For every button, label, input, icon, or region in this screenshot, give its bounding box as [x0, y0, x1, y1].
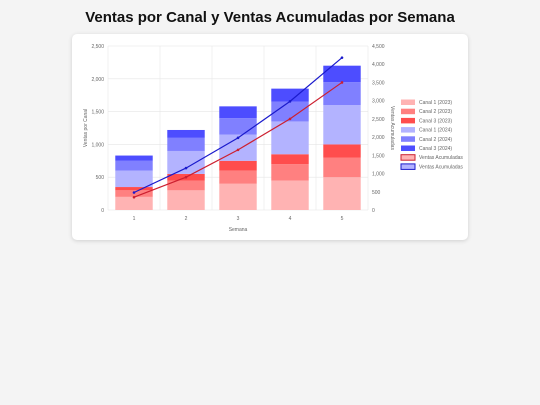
x-tick-label: 4: [289, 216, 292, 222]
y2-tick-label: 1,000: [372, 172, 385, 178]
bar-segment: [115, 155, 153, 161]
cumulative-point: [132, 191, 136, 194]
bar-segment: [323, 157, 361, 178]
legend-swatch: [401, 117, 415, 124]
legend-label: Canal 2 (2023): [419, 109, 452, 115]
y-axis-label: Ventas por Canal: [83, 109, 89, 147]
y2-tick-label: 2,000: [372, 135, 385, 141]
legend-swatch: [401, 145, 415, 151]
bar-segment: [219, 118, 257, 135]
bar-segment: [219, 106, 257, 119]
bar-segment: [219, 170, 257, 184]
bar-segment: [271, 164, 309, 181]
bar-segment: [219, 183, 257, 210]
x-tick-label: 2: [185, 216, 188, 222]
legend-label: Ventas Acumuladas: [419, 164, 463, 170]
bar-segment: [323, 65, 361, 83]
cumulative-point: [288, 100, 292, 103]
y-tick-label: 2,500: [91, 44, 104, 50]
bar-segment: [219, 160, 257, 171]
y2-tick-label: 4,000: [372, 62, 385, 68]
cumulative-point: [236, 148, 240, 152]
x-axis-label: Semana: [229, 227, 248, 233]
y2-tick-label: 4,500: [372, 44, 385, 50]
bar-segment: [167, 180, 205, 191]
cumulative-point: [184, 175, 188, 179]
bar-segment: [167, 137, 205, 151]
bar-segment: [323, 144, 361, 158]
legend-swatch: [401, 136, 415, 142]
y2-tick-label: 3,000: [372, 99, 385, 105]
legend-label: Canal 3 (2024): [419, 146, 452, 152]
bar-segment: [167, 150, 205, 174]
legend-swatch: [401, 127, 415, 133]
y-tick-label: 2,000: [91, 77, 104, 83]
y2-tick-label: 2,500: [372, 117, 385, 123]
bar-segment: [115, 170, 153, 188]
x-tick-label: 3: [237, 216, 240, 222]
cumulative-point: [184, 166, 188, 170]
y-tick-label: 1,500: [91, 110, 104, 116]
chart-svg: 0 500 1,000 1,500 2,000 2,500 0 500 1,000 1,500 2,…: [83, 44, 463, 233]
bar-segment: [115, 196, 153, 210]
x-tick-label: 1: [133, 216, 136, 222]
bar-segment: [115, 187, 153, 191]
bar-segment: [167, 190, 205, 210]
x-tick-label: 5: [341, 216, 344, 222]
y2-axis-label: Ventas Acumuladas: [389, 106, 395, 150]
bar-segment: [271, 101, 309, 122]
cumulative-point: [340, 56, 344, 59]
legend-swatch: [400, 154, 416, 161]
legend-label: Ventas Acumuladas: [419, 155, 463, 161]
legend-label: Canal 1 (2024): [419, 128, 452, 134]
legend-swatch: [400, 163, 416, 170]
legend-label: Canal 3 (2023): [419, 118, 452, 124]
bar-segment: [167, 129, 205, 138]
cumulative-point: [340, 81, 344, 84]
legend-label: Canal 2 (2024): [419, 137, 452, 143]
legend-label: Canal 1 (2023): [419, 100, 452, 106]
y2-tick-label: 3,500: [372, 80, 385, 86]
bar-segment: [271, 180, 309, 210]
chart-card: 0 500 1,000 1,500 2,000 2,500 0 500 1,000 1,500 2,…: [72, 34, 468, 240]
y-tick-label: 0: [101, 208, 104, 214]
bar-segment: [271, 88, 309, 102]
bar-segment: [323, 82, 361, 106]
bar-segment: [323, 105, 361, 145]
bar-segment: [323, 177, 361, 210]
y-tick-label: 500: [96, 175, 105, 181]
cumulative-point: [288, 117, 292, 121]
y2-tick-label: 0: [372, 208, 375, 214]
chart-title: Ventas por Canal y Ventas Acumuladas por…: [85, 9, 455, 26]
legend-swatch: [401, 108, 415, 115]
y2-tick-label: 1,500: [372, 153, 385, 159]
legend-swatch: [401, 99, 415, 105]
cumulative-point: [236, 136, 240, 140]
cumulative-point: [132, 195, 136, 199]
y2-tick-label: 500: [372, 190, 381, 196]
y-tick-label: 1,000: [91, 142, 104, 148]
bar-segment: [271, 154, 309, 165]
bar-segment: [115, 160, 153, 171]
